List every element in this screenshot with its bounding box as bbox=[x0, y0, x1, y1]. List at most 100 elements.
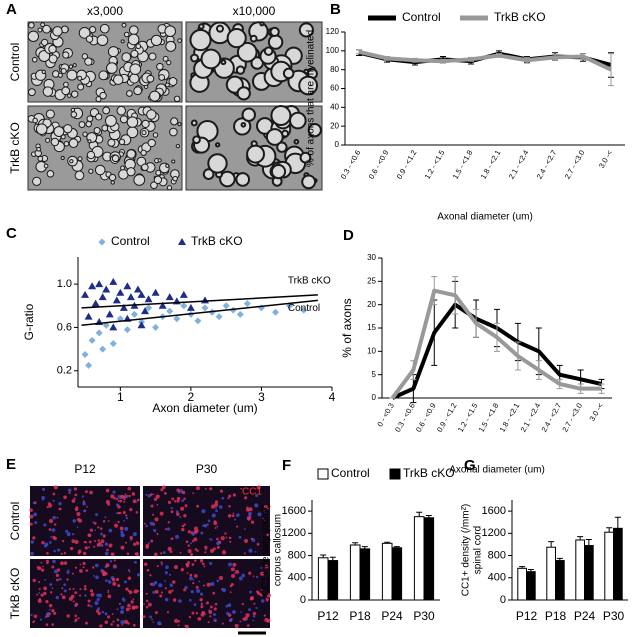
cell bbox=[122, 510, 126, 514]
axon bbox=[120, 165, 125, 171]
cell bbox=[226, 611, 230, 616]
legend-label: TrkB cKO bbox=[494, 10, 546, 24]
x-tick-label: 3.0 -< bbox=[588, 401, 606, 423]
cell bbox=[209, 615, 212, 618]
cell bbox=[97, 526, 100, 529]
axon bbox=[86, 150, 96, 160]
point bbox=[243, 300, 251, 308]
cell bbox=[117, 499, 120, 502]
point bbox=[137, 290, 146, 298]
cell bbox=[108, 528, 113, 533]
axon bbox=[141, 130, 147, 136]
cell bbox=[159, 622, 162, 626]
legend-label: TrkB cKO bbox=[191, 234, 243, 248]
x-tick-label: 0.3 - <0.6 bbox=[339, 148, 363, 180]
cell bbox=[125, 541, 128, 544]
cell bbox=[145, 493, 148, 496]
cell bbox=[178, 599, 182, 603]
trend-label: Control bbox=[288, 303, 320, 314]
cell bbox=[145, 545, 149, 549]
cell bbox=[173, 500, 177, 503]
cell bbox=[252, 619, 255, 622]
cell bbox=[44, 578, 47, 581]
axon bbox=[40, 22, 46, 28]
panel-label: B bbox=[330, 1, 341, 18]
cell bbox=[40, 593, 44, 597]
axon bbox=[141, 119, 150, 129]
cell bbox=[187, 549, 192, 554]
cell bbox=[246, 516, 251, 521]
axon bbox=[66, 69, 78, 81]
y-axis-label: % of axons that are myelinated bbox=[306, 30, 317, 167]
cell bbox=[102, 534, 106, 538]
cell bbox=[167, 521, 170, 524]
bar bbox=[391, 547, 403, 601]
cell bbox=[200, 531, 204, 535]
cell bbox=[37, 598, 42, 604]
cell bbox=[106, 548, 109, 552]
axon bbox=[282, 67, 295, 80]
cell bbox=[51, 565, 55, 569]
cell bbox=[104, 612, 108, 616]
cell bbox=[95, 609, 100, 613]
cell bbox=[119, 526, 124, 531]
axon bbox=[150, 34, 163, 47]
cell bbox=[214, 502, 219, 507]
cell bbox=[104, 542, 109, 546]
cell bbox=[83, 551, 87, 556]
y-tick-label: 800 bbox=[488, 549, 506, 561]
axon bbox=[102, 106, 111, 115]
cell bbox=[169, 550, 173, 554]
cell bbox=[124, 493, 127, 496]
cell bbox=[46, 561, 49, 565]
point bbox=[133, 285, 142, 293]
cell bbox=[93, 521, 97, 525]
point bbox=[215, 313, 223, 321]
cell bbox=[32, 501, 36, 505]
cell bbox=[63, 495, 68, 500]
fluorescence-image bbox=[142, 559, 271, 629]
cell bbox=[248, 571, 252, 575]
cell bbox=[132, 532, 137, 537]
cell bbox=[71, 572, 74, 575]
error-bar bbox=[606, 527, 613, 533]
cell bbox=[145, 524, 148, 528]
cell bbox=[84, 584, 87, 588]
cell bbox=[160, 552, 163, 555]
cell bbox=[68, 491, 71, 495]
axon bbox=[169, 127, 178, 137]
cell bbox=[125, 517, 129, 520]
x-tick-label: P12 bbox=[516, 609, 538, 623]
axon bbox=[126, 116, 139, 128]
cell bbox=[215, 509, 218, 513]
panel-label: C bbox=[6, 225, 17, 242]
bar bbox=[381, 542, 393, 601]
cell bbox=[30, 540, 34, 544]
axon bbox=[46, 170, 55, 178]
y-tick-label: 30 bbox=[367, 253, 376, 262]
axon bbox=[133, 86, 143, 96]
axon bbox=[135, 43, 142, 50]
cell bbox=[88, 540, 92, 544]
cell bbox=[262, 517, 265, 520]
axon bbox=[36, 146, 42, 152]
axon bbox=[72, 63, 77, 68]
cell bbox=[30, 551, 34, 556]
cell bbox=[249, 513, 252, 516]
cell bbox=[246, 624, 250, 627]
cell bbox=[125, 587, 129, 591]
cell bbox=[117, 520, 120, 524]
point bbox=[141, 307, 150, 315]
cell bbox=[61, 539, 65, 543]
axon bbox=[45, 137, 51, 143]
axon bbox=[81, 53, 88, 60]
cell bbox=[165, 565, 169, 570]
cell bbox=[195, 612, 199, 615]
cell bbox=[266, 618, 271, 623]
cell bbox=[145, 606, 149, 609]
y-tick-label: 0 bbox=[300, 594, 306, 606]
cell bbox=[129, 507, 133, 512]
point bbox=[145, 304, 153, 312]
error-bar bbox=[416, 511, 423, 517]
point bbox=[81, 290, 90, 298]
